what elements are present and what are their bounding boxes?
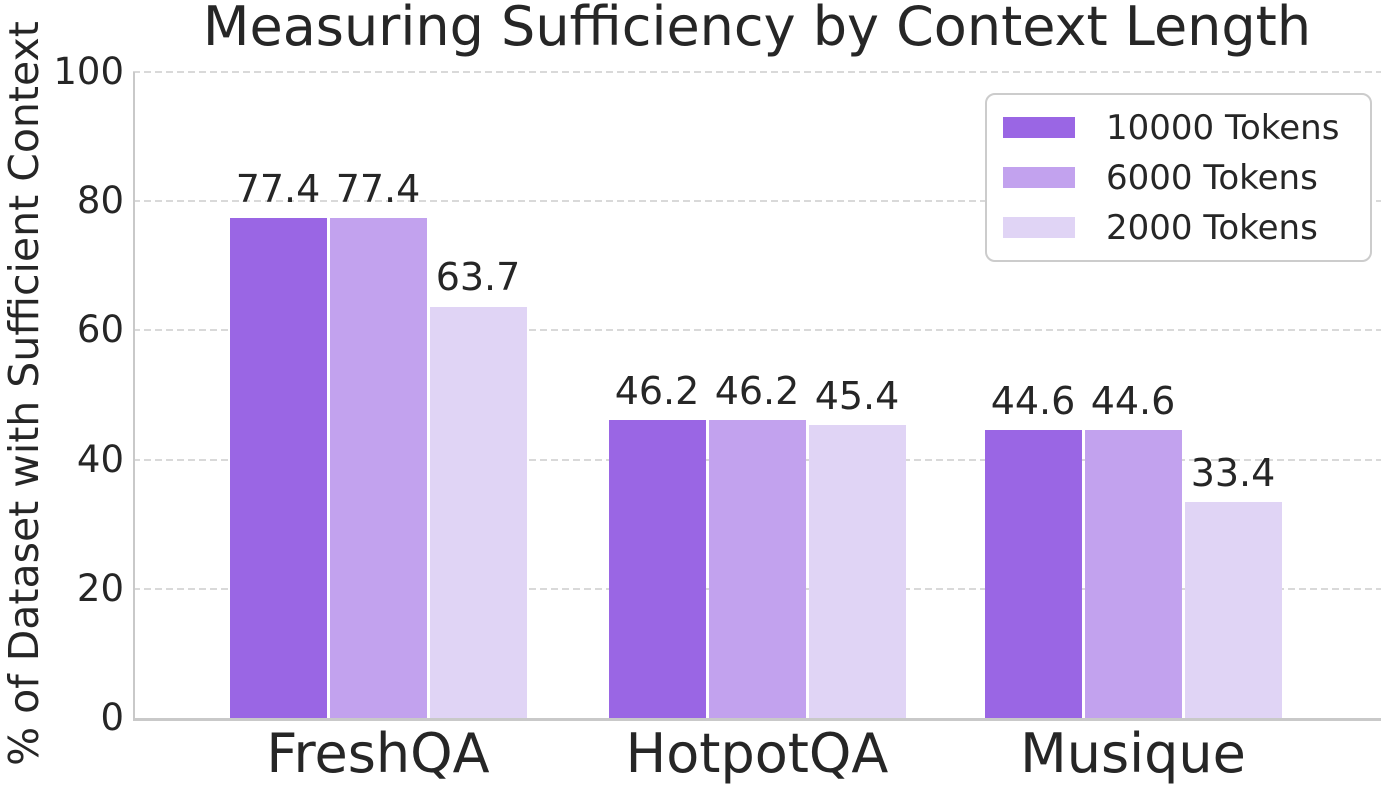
legend-items: 10000 Tokens 6000 Tokens 2000 Tokens xyxy=(1003,103,1354,253)
legend: 10000 Tokens 6000 Tokens 2000 Tokens xyxy=(985,93,1372,262)
legend-label-6000-tokens: 6000 Tokens xyxy=(1106,157,1318,198)
legend-swatch-2000-tokens xyxy=(1003,217,1075,238)
gridline-100 xyxy=(133,71,1381,73)
y-tick-label-0: 0 xyxy=(100,696,124,739)
x-axis-spine xyxy=(133,718,1381,721)
x-tick-label-musique: Musique xyxy=(1020,722,1246,785)
bar-FreshQA-2000-tokens xyxy=(429,306,527,718)
x-tick-label-hotpotqa: HotpotQA xyxy=(625,722,889,785)
bar-HotpotQA-10000-tokens xyxy=(608,419,706,718)
legend-row-10000-tokens: 10000 Tokens xyxy=(1003,103,1354,153)
bar-value-label-FreshQA-6000-tokens: 77.4 xyxy=(335,166,421,211)
bar-value-label-Musique-6000-tokens: 44.6 xyxy=(1090,378,1176,423)
bar-value-label-Musique-2000-tokens: 33.4 xyxy=(1190,451,1276,496)
legend-swatch-6000-tokens xyxy=(1003,167,1075,188)
bar-value-label-Musique-10000-tokens: 44.6 xyxy=(990,378,1076,423)
chart-title: Measuring Sufficiency by Context Length xyxy=(202,0,1312,58)
y-tick-label-60: 60 xyxy=(76,308,124,352)
legend-label-2000-tokens: 2000 Tokens xyxy=(1106,207,1318,248)
legend-row-6000-tokens: 6000 Tokens xyxy=(1003,153,1354,203)
bar-Musique-10000-tokens xyxy=(984,429,1082,718)
y-tick-label-100: 100 xyxy=(53,50,124,93)
y-axis-spine xyxy=(133,72,135,720)
bar-Musique-6000-tokens xyxy=(1084,429,1182,718)
legend-label-10000-tokens: 10000 Tokens xyxy=(1106,107,1340,148)
bar-FreshQA-6000-tokens xyxy=(329,218,427,718)
gridline-80 xyxy=(133,200,1381,203)
bar-HotpotQA-6000-tokens xyxy=(708,419,806,718)
x-tick-label-freshqa: FreshQA xyxy=(266,722,490,785)
bar-value-label-HotpotQA-6000-tokens: 46.2 xyxy=(714,368,800,413)
bar-value-label-HotpotQA-2000-tokens: 45.4 xyxy=(814,373,900,418)
legend-row-2000-tokens: 2000 Tokens xyxy=(1003,203,1354,253)
bar-value-label-HotpotQA-10000-tokens: 46.2 xyxy=(614,368,700,413)
y-tick-label-20: 20 xyxy=(76,566,124,610)
y-axis-label: % of Dataset with Sufficient Context xyxy=(0,21,48,766)
y-tick-label-80: 80 xyxy=(76,179,124,223)
bar-value-label-FreshQA-2000-tokens: 63.7 xyxy=(435,255,521,300)
bar-value-label-FreshQA-10000-tokens: 77.4 xyxy=(235,166,321,211)
plot-area xyxy=(133,71,1381,718)
bar-Musique-2000-tokens xyxy=(1184,502,1282,718)
y-tick-label-40: 40 xyxy=(76,437,124,481)
legend-swatch-10000-tokens xyxy=(1003,117,1075,138)
bar-HotpotQA-2000-tokens xyxy=(808,424,906,718)
gridline-60 xyxy=(133,329,1381,332)
bar-FreshQA-10000-tokens xyxy=(229,218,327,718)
